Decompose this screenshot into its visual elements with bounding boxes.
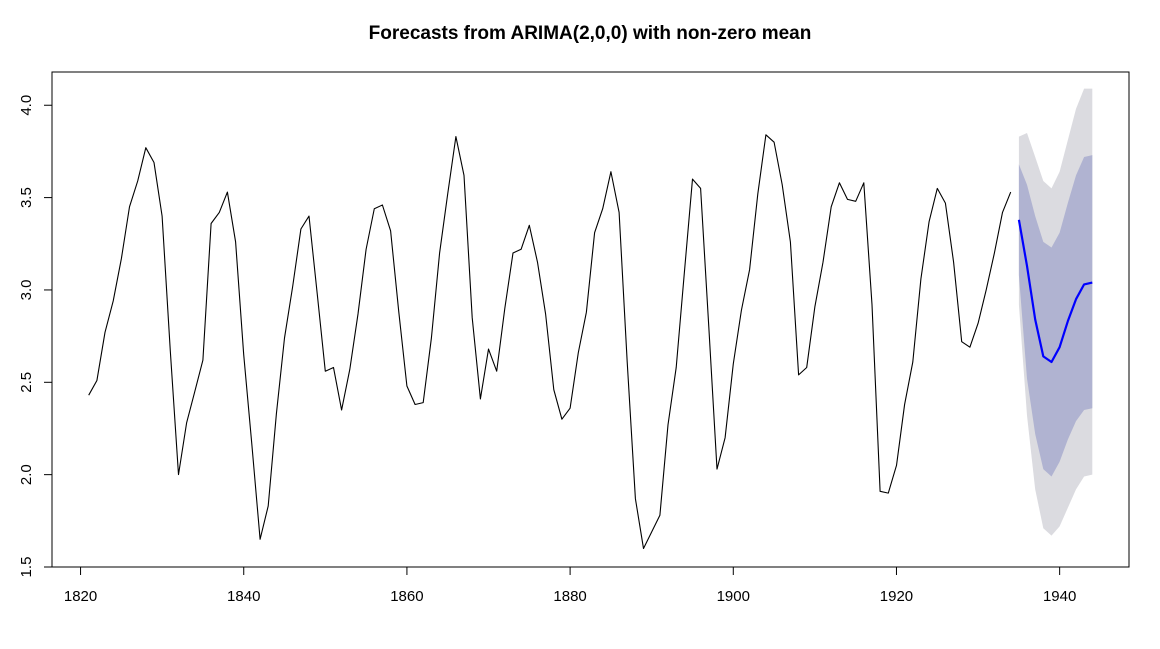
x-tick-label: 1860 [390,588,423,605]
x-tick-label: 1880 [553,588,586,605]
y-axis: 1.5 2.0 2.5 3.0 3.5 4.0 [18,95,53,578]
plot-frame [51,71,1130,568]
x-tick-label: 1820 [64,588,97,605]
x-tick-label: 1900 [717,588,750,605]
y-tick-label: 2.0 [18,464,35,485]
x-tick-label: 1920 [880,588,913,605]
forecast-line [1017,219,1093,364]
y-tick-label: 2.5 [18,372,35,393]
observed-series-line [88,134,1012,550]
y-tick-label: 3.5 [18,187,35,208]
x-tick-label: 1940 [1043,588,1076,605]
x-axis: 1820 1840 1860 1880 1900 1920 1940 [64,566,1076,605]
x-tick-label: 1840 [227,588,260,605]
plot-area [88,88,1093,550]
y-tick-label: 3.0 [18,280,35,301]
chart-title: Forecasts from ARIMA(2,0,0) with non-zer… [369,23,812,44]
interval-80-band [1018,155,1093,477]
y-tick-label: 1.5 [18,557,35,578]
y-tick-label: 4.0 [18,95,35,116]
